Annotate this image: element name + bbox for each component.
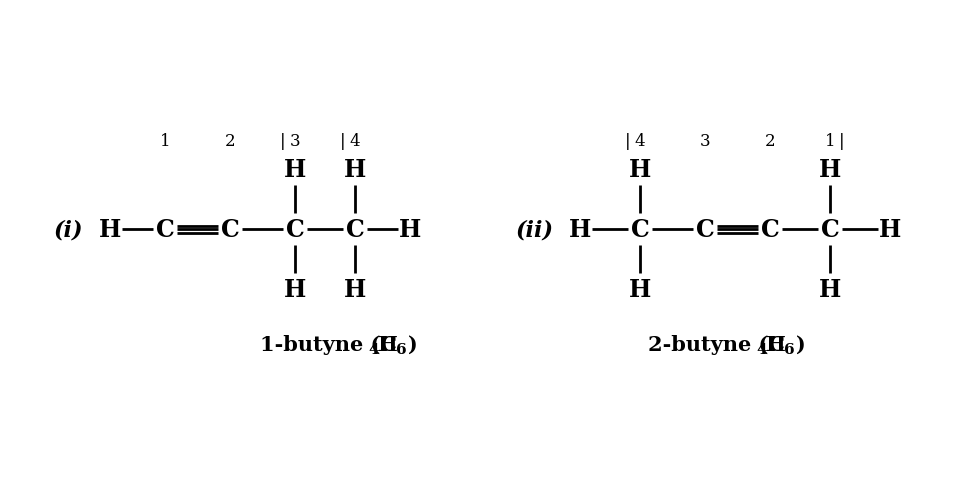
Text: |: | xyxy=(340,133,346,150)
Text: 4: 4 xyxy=(635,133,645,150)
Text: H: H xyxy=(569,217,591,241)
Text: 4: 4 xyxy=(756,342,767,356)
Text: C: C xyxy=(346,217,364,241)
Text: 6: 6 xyxy=(396,342,407,356)
Text: C: C xyxy=(821,217,839,241)
Text: 1: 1 xyxy=(159,133,170,150)
Text: C: C xyxy=(220,217,240,241)
Text: H: H xyxy=(819,278,841,302)
Text: 4: 4 xyxy=(368,342,379,356)
Text: 3: 3 xyxy=(699,133,710,150)
Text: |: | xyxy=(280,133,286,150)
Text: H: H xyxy=(344,278,366,302)
Text: 2: 2 xyxy=(225,133,236,150)
Text: C: C xyxy=(631,217,649,241)
Text: H: H xyxy=(284,158,306,182)
Text: ): ) xyxy=(408,334,417,354)
Text: (ii): (ii) xyxy=(516,218,554,240)
Text: 2: 2 xyxy=(765,133,776,150)
Text: ): ) xyxy=(796,334,806,354)
Text: H: H xyxy=(284,278,306,302)
Text: H: H xyxy=(378,334,398,354)
Text: |: | xyxy=(625,133,631,150)
Text: 1-butyne (C: 1-butyne (C xyxy=(260,334,397,354)
Text: (i): (i) xyxy=(53,218,83,240)
Text: H: H xyxy=(399,217,421,241)
Text: 3: 3 xyxy=(290,133,300,150)
Text: C: C xyxy=(286,217,304,241)
Text: H: H xyxy=(99,217,121,241)
Text: H: H xyxy=(629,278,651,302)
Text: H: H xyxy=(879,217,901,241)
Text: 1: 1 xyxy=(825,133,836,150)
Text: C: C xyxy=(696,217,715,241)
Text: H: H xyxy=(766,334,786,354)
Text: 6: 6 xyxy=(784,342,795,356)
Text: C: C xyxy=(760,217,780,241)
Text: C: C xyxy=(156,217,175,241)
Text: 4: 4 xyxy=(350,133,360,150)
Text: 2-butyne (C: 2-butyne (C xyxy=(648,334,785,354)
Text: H: H xyxy=(819,158,841,182)
Text: H: H xyxy=(629,158,651,182)
Text: |: | xyxy=(839,133,845,150)
Text: H: H xyxy=(344,158,366,182)
